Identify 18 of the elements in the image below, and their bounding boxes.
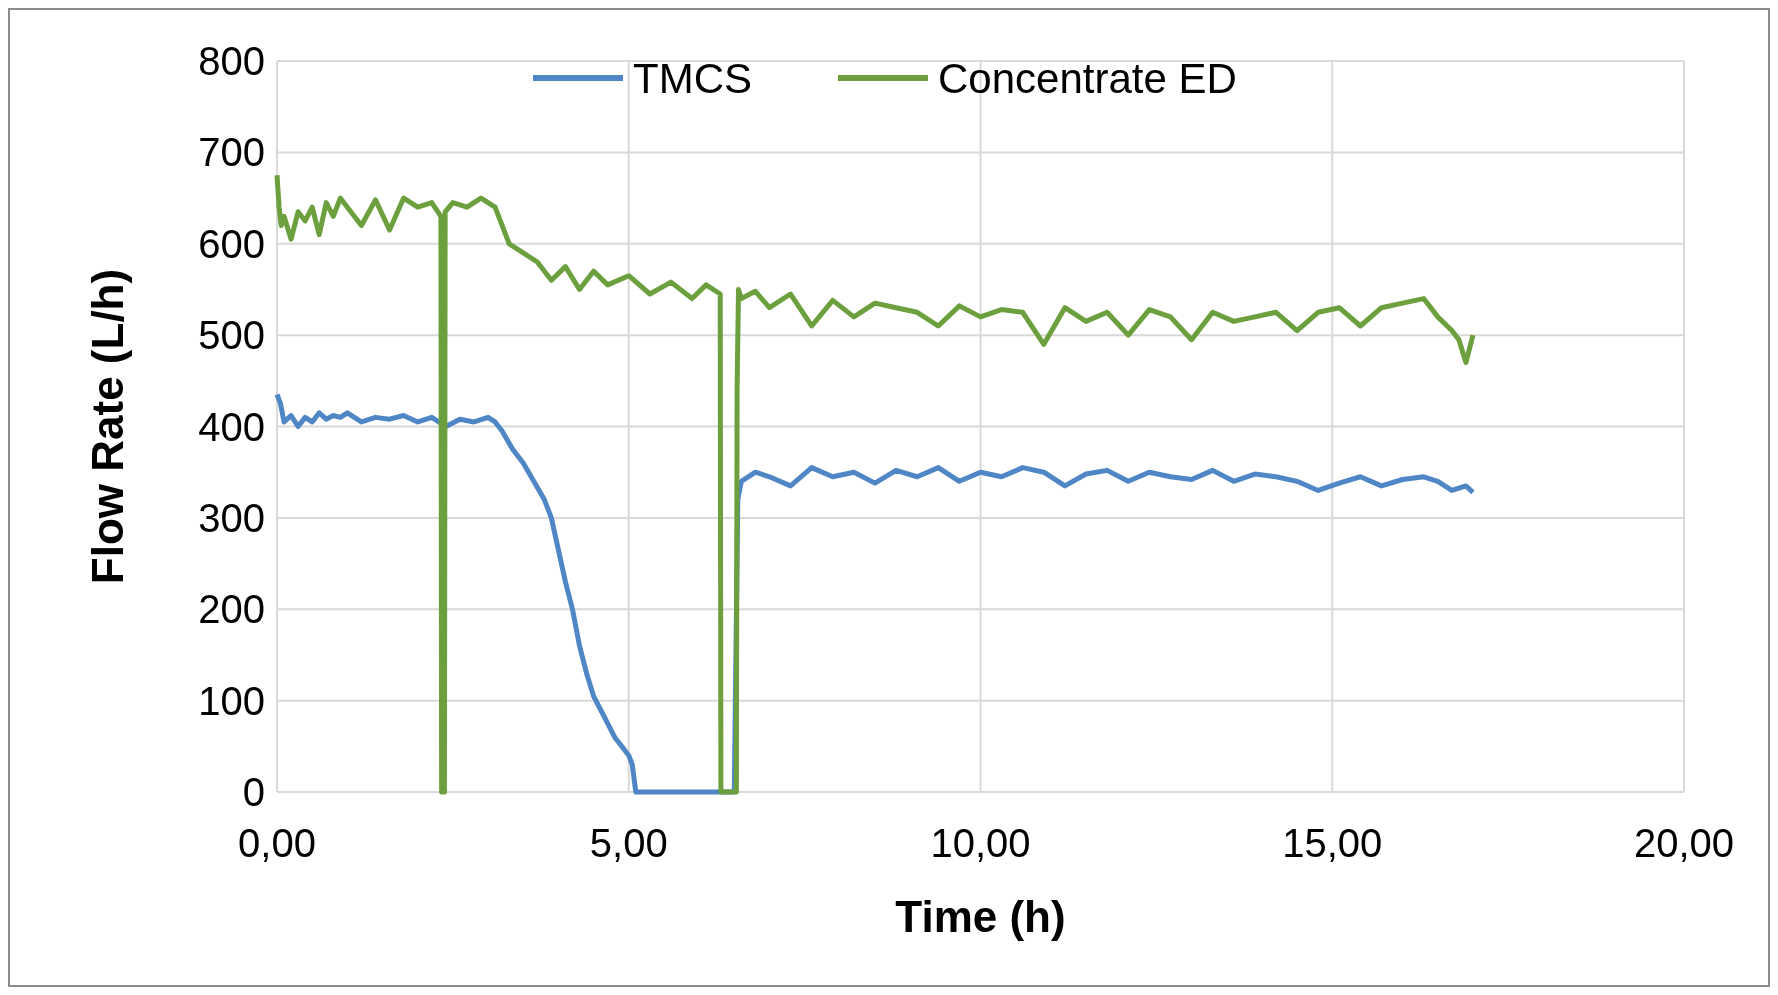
x-tick-label: 10,00 — [930, 821, 1031, 865]
legend-label: Concentrate ED — [938, 54, 1237, 102]
x-axis-title: Time (h) — [895, 892, 1066, 941]
y-tick-label: 300 — [198, 495, 265, 540]
y-tick-label: 0 — [242, 770, 265, 814]
x-tick-label: 5,00 — [589, 821, 668, 865]
x-tick-label: 20,00 — [1633, 821, 1735, 865]
y-tick-label: 100 — [198, 678, 265, 723]
y-tick-label: 400 — [198, 404, 265, 449]
y-axis-title: Flow Rate (L/h) — [83, 268, 132, 585]
y-tick-label: 200 — [198, 587, 265, 632]
x-tick-label: 0,00 — [238, 821, 316, 865]
y-tick-label: 700 — [198, 130, 265, 175]
y-tick-label: 500 — [198, 313, 265, 358]
y-tick-label: 800 — [198, 39, 265, 83]
y-tick-label: 600 — [198, 221, 265, 266]
x-tick-label: 15,00 — [1282, 821, 1383, 865]
legend-label: TMCS — [633, 54, 752, 102]
